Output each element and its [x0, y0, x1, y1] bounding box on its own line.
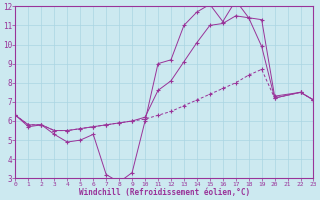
X-axis label: Windchill (Refroidissement éolien,°C): Windchill (Refroidissement éolien,°C) [79, 188, 250, 197]
